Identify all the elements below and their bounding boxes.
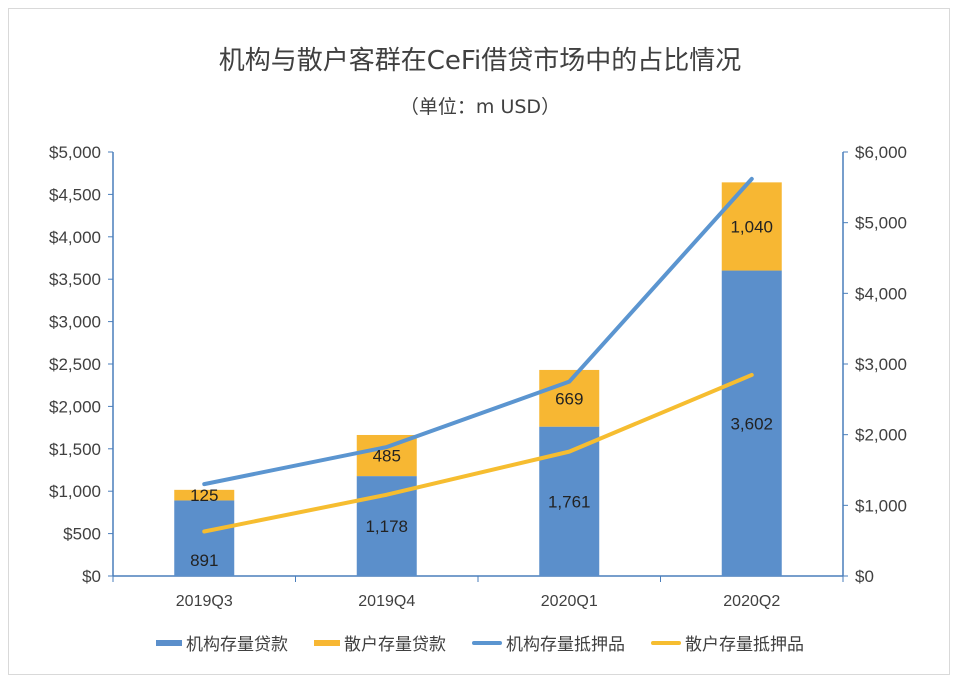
data-label: 1,178 — [365, 517, 408, 536]
legend-line — [472, 640, 502, 645]
chart-frame — [8, 8, 950, 675]
bar-机构存量贷款 — [174, 500, 235, 576]
right-tick-label: $0 — [855, 567, 874, 586]
left-tick-label: $1,000 — [49, 482, 101, 501]
legend-swatch — [314, 639, 340, 646]
left-tick-label: $5,000 — [49, 143, 101, 162]
legend-label: 机构存量抵押品 — [506, 635, 625, 655]
x-tick-label: 2020Q2 — [723, 593, 780, 610]
x-tick-label: 2020Q1 — [541, 593, 598, 610]
left-tick-label: $1,500 — [49, 440, 101, 459]
data-label: 125 — [190, 486, 218, 505]
legend-item: 机构存量贷款 — [156, 630, 288, 655]
legend-item: 散户存量抵押品 — [651, 630, 804, 655]
data-label: 669 — [555, 389, 583, 408]
right-tick-label: $4,000 — [855, 284, 907, 303]
right-tick-label: $5,000 — [855, 214, 907, 233]
left-tick-label: $500 — [63, 525, 101, 544]
legend-line — [651, 640, 681, 645]
line-散户存量抵押品 — [202, 372, 754, 534]
x-tick-label: 2019Q3 — [176, 593, 233, 610]
left-tick-label: $0 — [82, 567, 101, 586]
bar-机构存量贷款 — [721, 270, 782, 576]
legend-label: 散户存量抵押品 — [685, 635, 804, 655]
legend-item: 机构存量抵押品 — [472, 630, 625, 655]
right-tick-label: $2,000 — [855, 426, 907, 445]
line-机构存量抵押品 — [202, 176, 754, 487]
data-label: 891 — [190, 551, 218, 570]
data-label: 1,761 — [548, 492, 591, 511]
x-tick-label: 2019Q4 — [358, 593, 415, 610]
left-tick-label: $3,500 — [49, 270, 101, 289]
legend-label: 机构存量贷款 — [186, 635, 288, 655]
right-tick-label: $3,000 — [855, 355, 907, 374]
data-label: 1,040 — [730, 217, 773, 236]
bar-散户存量贷款 — [174, 489, 235, 501]
legend: 机构存量贷款 散户存量贷款 机构存量抵押品 散户存量抵押品 — [0, 630, 960, 655]
bar-散户存量贷款 — [721, 182, 782, 271]
legend-swatch — [156, 639, 182, 646]
data-label: 485 — [373, 447, 401, 466]
right-tick-label: $1,000 — [855, 496, 907, 515]
left-tick-label: $2,000 — [49, 397, 101, 416]
left-tick-label: $3,000 — [49, 313, 101, 332]
data-label: 3,602 — [730, 414, 773, 433]
chart-title: 机构与散户客群在CeFi借贷市场中的占比情况 — [218, 46, 742, 76]
left-tick-label: $4,000 — [49, 228, 101, 247]
legend-item: 散户存量贷款 — [314, 630, 446, 655]
left-tick-label: $2,500 — [49, 355, 101, 374]
legend-label: 散户存量贷款 — [344, 635, 446, 655]
left-tick-label: $4,500 — [49, 185, 101, 204]
right-tick-label: $6,000 — [855, 143, 907, 162]
chart-subtitle: （单位：m USD） — [399, 96, 561, 118]
